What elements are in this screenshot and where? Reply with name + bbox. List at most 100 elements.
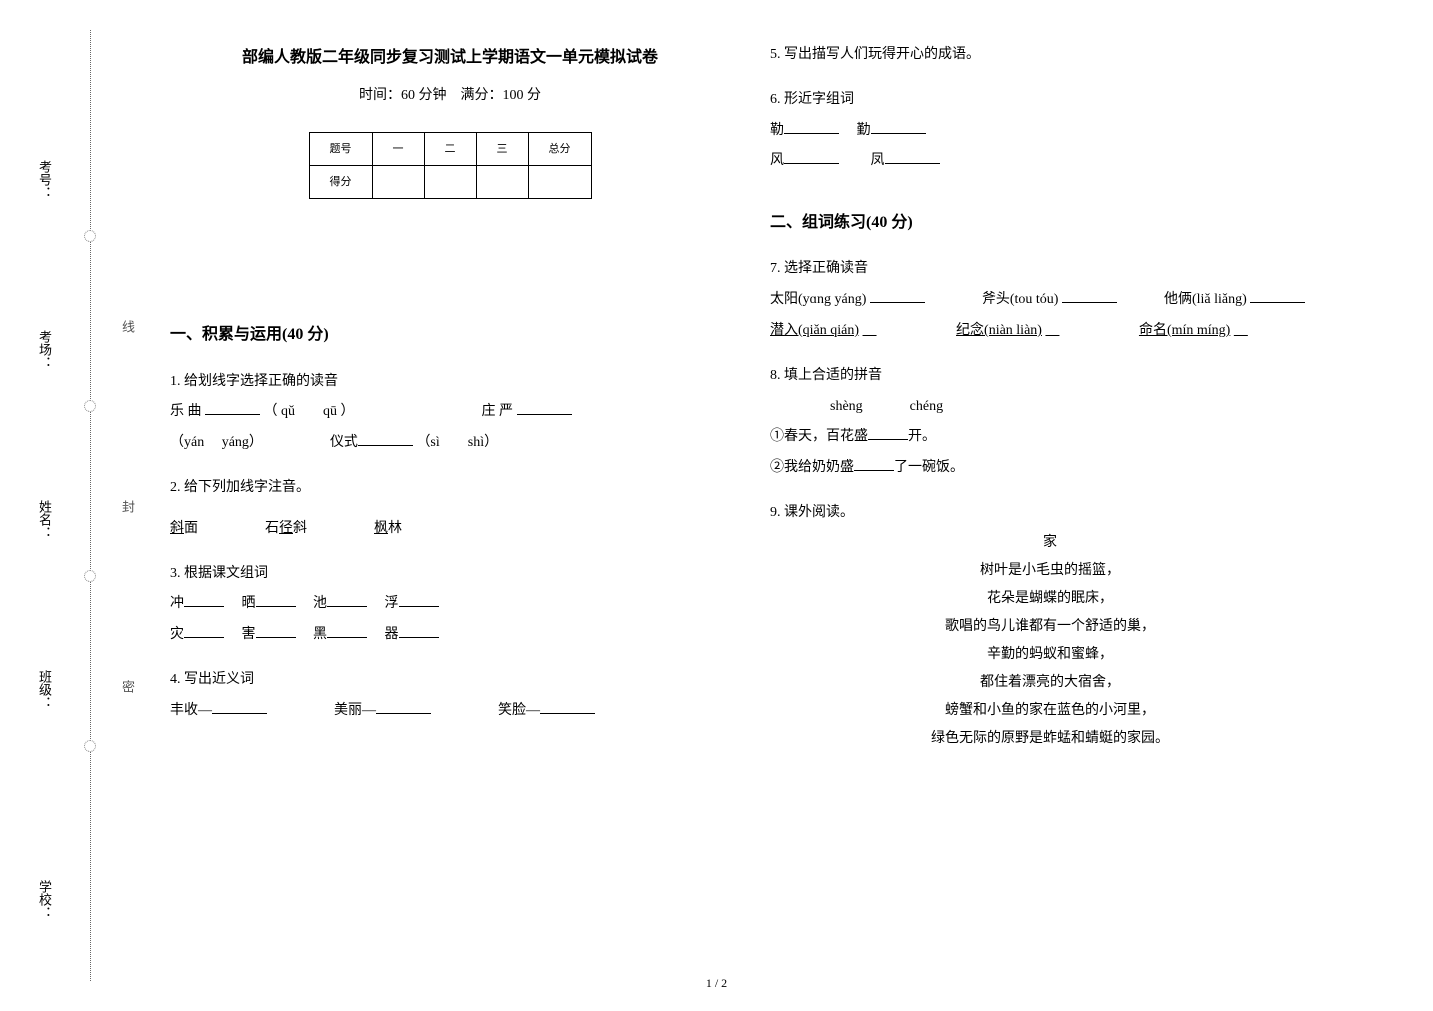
q2-w2a: 石 — [265, 521, 279, 536]
question-8: 8. 填上合适的拼音 shèng chéng ①春天，百花盛开。 ②我给奶奶盛了… — [770, 361, 1330, 484]
seal-text-xian: 线 — [118, 320, 137, 353]
side-label-xingming: 姓名： — [35, 500, 54, 539]
poem-line: 辛勤的蚂蚁和蜜蜂， — [770, 641, 1330, 669]
blank — [212, 700, 267, 714]
section-2-heading: 二、组词练习(40 分) — [770, 205, 1330, 240]
q3-stem: 3. 根据课文组词 — [170, 559, 730, 590]
q4-line: 丰收— 美丽— 笑脸— — [170, 696, 730, 727]
q2-w2b: 斜 — [293, 521, 307, 536]
th-total: 总分 — [528, 132, 591, 165]
q8-stem: 8. 填上合适的拼音 — [770, 361, 1330, 392]
q7-f: 命名(mín míng) — [1139, 323, 1230, 338]
blank — [854, 457, 894, 471]
score-cell — [476, 166, 528, 199]
side-label-kaochang: 考场： — [35, 330, 54, 369]
q3-c: 器 — [385, 627, 399, 642]
blank — [1250, 289, 1305, 303]
q1-choices2: （yán yáng） — [170, 435, 263, 450]
q7-row2: 潜入(qiǎn qián) 纪念(niàn liàn) 命名(mín míng) — [770, 316, 1330, 347]
q9-poem: 家 树叶是小毛虫的摇篮， 花朵是蝴蝶的眠床， 歌唱的鸟儿谁都有一个舒适的巢， 辛… — [770, 529, 1330, 753]
q3-c: 池 — [313, 596, 327, 611]
seal-text-mi: 密 — [118, 680, 137, 713]
poem-line: 螃蟹和小鱼的家在蓝色的小河里， — [770, 697, 1330, 725]
th-three: 三 — [476, 132, 528, 165]
q7-c: 他俩(liǎ liǎng) — [1164, 292, 1250, 307]
q1-stem: 1. 给划线字选择正确的读音 — [170, 367, 730, 398]
q4-stem: 4. 写出近义词 — [170, 665, 730, 696]
blank — [327, 624, 367, 638]
blank — [205, 401, 260, 415]
question-3: 3. 根据课文组词 冲 晒 池 浮 灾 害 黑 器 — [170, 559, 730, 651]
question-4: 4. 写出近义词 丰收— 美丽— 笑脸— — [170, 665, 730, 727]
poem-line: 花朵是蝴蝶的眠床， — [770, 585, 1330, 613]
question-7: 7. 选择正确读音 太阳(yɑng yáng) 斧头(tou tóu) 他俩(l… — [770, 254, 1330, 346]
blank — [184, 593, 224, 607]
binding-dotted-line — [90, 30, 91, 981]
question-5: 5. 写出描写人们玩得开心的成语。 — [770, 40, 1330, 71]
q8-py1: shèng — [830, 399, 863, 414]
blank — [376, 700, 431, 714]
q6-b: 勤 — [857, 123, 871, 138]
q2-words: 斜面 石径斜 枫林 — [170, 514, 730, 545]
blank — [540, 700, 595, 714]
q8-l2b: 了一碗饭。 — [894, 460, 964, 475]
poem-line: 绿色无际的原野是蚱蜢和蜻蜓的家园。 — [770, 725, 1330, 753]
blank — [256, 624, 296, 638]
paper-title: 部编人教版二年级同步复习测试上学期语文一单元模拟试卷 — [170, 40, 730, 75]
q2-w3: 林 — [388, 521, 402, 536]
q9-stem: 9. 课外阅读。 — [770, 498, 1330, 529]
blank — [256, 593, 296, 607]
q1-choices3: （sì shì） — [416, 435, 498, 450]
blank — [358, 432, 413, 446]
table-row: 得分 — [309, 166, 591, 199]
binding-circle — [84, 400, 96, 412]
blank — [784, 120, 839, 134]
question-6: 6. 形近字组词 勒 勤 风 凤 — [770, 85, 1330, 177]
q7-a: 太阳(yɑng yáng) — [770, 292, 870, 307]
binding-circle — [84, 230, 96, 242]
blank — [885, 150, 940, 164]
q2-w2u: 径 — [279, 521, 293, 536]
q1-line2: （yán yáng） 仪式 （sì shì） — [170, 428, 730, 459]
q3-c: 晒 — [242, 596, 256, 611]
question-9: 9. 课外阅读。 家 树叶是小毛虫的摇篮， 花朵是蝴蝶的眠床， 歌唱的鸟儿谁都有… — [770, 498, 1330, 753]
q6-c: 风 — [770, 153, 784, 168]
q1-choices1: （ qǔ qū ） — [264, 404, 355, 419]
binding-circle — [84, 740, 96, 752]
q7-row1: 太阳(yɑng yáng) 斧头(tou tóu) 他俩(liǎ liǎng) — [770, 285, 1330, 316]
q4-a: 丰收— — [170, 703, 212, 718]
section-1-heading: 一、积累与运用(40 分) — [170, 317, 730, 352]
seal-text-feng: 封 — [118, 500, 137, 533]
blank — [399, 624, 439, 638]
q6-stem: 6. 形近字组词 — [770, 85, 1330, 116]
side-label-kaohao: 考号： — [35, 160, 54, 199]
q3-c: 害 — [242, 627, 256, 642]
q8-line2: ②我给奶奶盛了一碗饭。 — [770, 453, 1330, 484]
q1-word1: 乐 曲 — [170, 404, 205, 419]
q5-stem: 5. 写出描写人们玩得开心的成语。 — [770, 40, 1330, 71]
paper-subtitle: 时间：60 分钟 满分：100 分 — [170, 81, 730, 112]
side-label-banji: 班级： — [35, 670, 54, 709]
side-label-xuexiao: 学校： — [35, 880, 54, 919]
question-1: 1. 给划线字选择正确的读音 乐 曲 （ qǔ qū ） 庄 严 （yán yá… — [170, 367, 730, 459]
q3-c: 灾 — [170, 627, 184, 642]
q3-c: 黑 — [313, 627, 327, 642]
blank — [399, 593, 439, 607]
question-2: 2. 给下列加线字注音。 斜面 石径斜 枫林 — [170, 473, 730, 545]
q4-b: 美丽— — [334, 703, 376, 718]
page-number: 1 / 2 — [706, 976, 727, 991]
blank — [184, 624, 224, 638]
q3-row1: 冲 晒 池 浮 — [170, 589, 730, 620]
th-tihao: 题号 — [309, 132, 372, 165]
q7-d: 潜入(qiǎn qián) — [770, 323, 859, 338]
q8-pinyin: shèng chéng — [770, 392, 1330, 423]
score-cell — [424, 166, 476, 199]
q8-py2: chéng — [910, 399, 943, 414]
q2-w1u: 斜 — [170, 521, 184, 536]
q2-stem: 2. 给下列加线字注音。 — [170, 473, 730, 504]
blank — [517, 401, 572, 415]
blank — [784, 150, 839, 164]
q4-c: 笑脸— — [498, 703, 540, 718]
binding-circle — [84, 570, 96, 582]
q2-w3u: 枫 — [374, 521, 388, 536]
